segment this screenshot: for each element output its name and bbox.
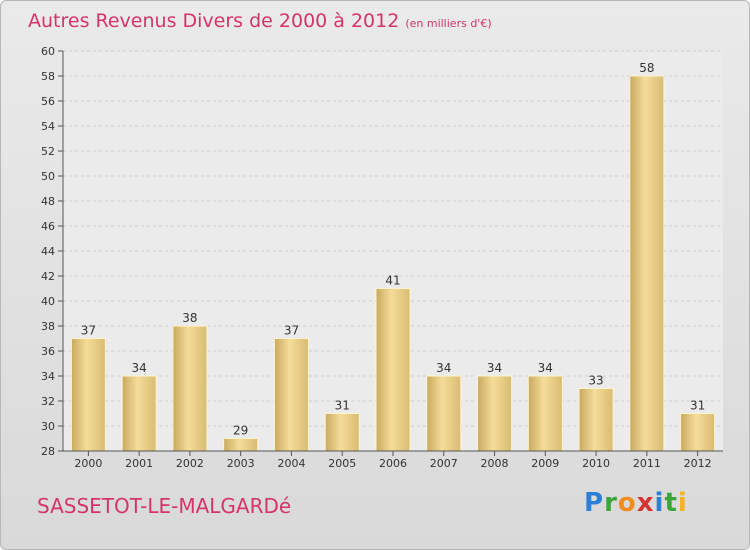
x-tick-label-2003: 2003 [227,457,255,470]
x-tick-label-2000: 2000 [74,457,102,470]
data-label-2010: 33 [588,374,603,388]
y-tick-label: 40 [41,295,55,308]
x-tick-label-2007: 2007 [430,457,458,470]
data-label-2008: 34 [487,361,502,375]
data-label-2006: 41 [385,274,400,288]
y-tick-label: 36 [41,345,55,358]
logo-letter: o [617,488,637,518]
x-tick-label-2001: 2001 [125,457,153,470]
commune-name: SASSETOT-LE-MALGARDé [37,494,292,518]
bar-2007 [426,375,462,452]
y-tick-label: 30 [41,420,55,433]
logo-letter: i [654,488,665,518]
y-tick-label: 28 [41,445,55,458]
y-tick-label: 50 [41,170,55,183]
y-tick-label: 60 [41,45,55,58]
bar-2011 [629,75,665,452]
chart-unit: (en milliers d'€) [405,17,492,30]
bar-2010 [578,388,614,452]
bar-2005 [324,413,360,452]
data-label-2009: 34 [538,361,553,375]
logo-letter: r [604,488,618,518]
bar-2004 [273,338,309,452]
logo-letter: i [677,488,688,518]
bar-2000 [70,338,106,452]
bar-2002 [172,325,208,452]
y-tick-label: 54 [41,120,55,133]
x-tick-label-2004: 2004 [277,457,305,470]
logo-letter: x [636,488,655,518]
bar-2009 [527,375,563,452]
chart-title-text: Autres Revenus Divers de 2000 à 2012 [28,10,400,32]
data-label-2002: 38 [182,311,197,325]
y-tick-label: 58 [41,70,55,83]
data-label-2004: 37 [284,324,299,338]
y-tick-label: 56 [41,95,55,108]
x-tick-label-2011: 2011 [633,457,661,470]
data-label-2000: 37 [81,324,96,338]
data-label-2001: 34 [132,361,147,375]
y-tick-label: 44 [41,245,55,258]
x-tick-label-2009: 2009 [531,457,559,470]
bar-2003 [223,438,259,452]
bar-2006 [375,288,411,452]
data-label-2005: 31 [335,399,350,413]
x-tick-label-2008: 2008 [481,457,509,470]
x-tick-label-2005: 2005 [328,457,356,470]
y-tick-label: 46 [41,220,55,233]
y-tick-label: 42 [41,270,55,283]
y-tick-label: 48 [41,195,55,208]
logo-letter: t [664,488,678,518]
data-label-2011: 58 [639,61,654,75]
chart-title: Autres Revenus Divers de 2000 à 2012 (en … [28,10,492,32]
x-tick-label-2012: 2012 [684,457,712,470]
x-tick-label-2006: 2006 [379,457,407,470]
data-label-2012: 31 [690,399,705,413]
x-axis: 2000 2001 2002 2003 2004 2005 2006 2007 2008 2009… [63,450,723,470]
y-tick-label: 52 [41,145,55,158]
y-tick-label: 34 [41,370,55,383]
x-tick-label-2002: 2002 [176,457,204,470]
bar-2001 [121,375,157,452]
proxiti-logo: Proxiti [584,488,688,518]
x-tick-label-2010: 2010 [582,457,610,470]
logo-letter: P [584,488,605,518]
data-label-2003: 29 [233,424,248,438]
y-axis: 28 30 32 34 36 38 40 42 44 46 48 50 52 54 56 58 60 [41,45,64,458]
data-label-2007: 34 [436,361,451,375]
bar-2008 [477,375,513,452]
bar-2012 [680,413,716,452]
y-tick-label: 32 [41,395,55,408]
y-tick-label: 38 [41,320,55,333]
